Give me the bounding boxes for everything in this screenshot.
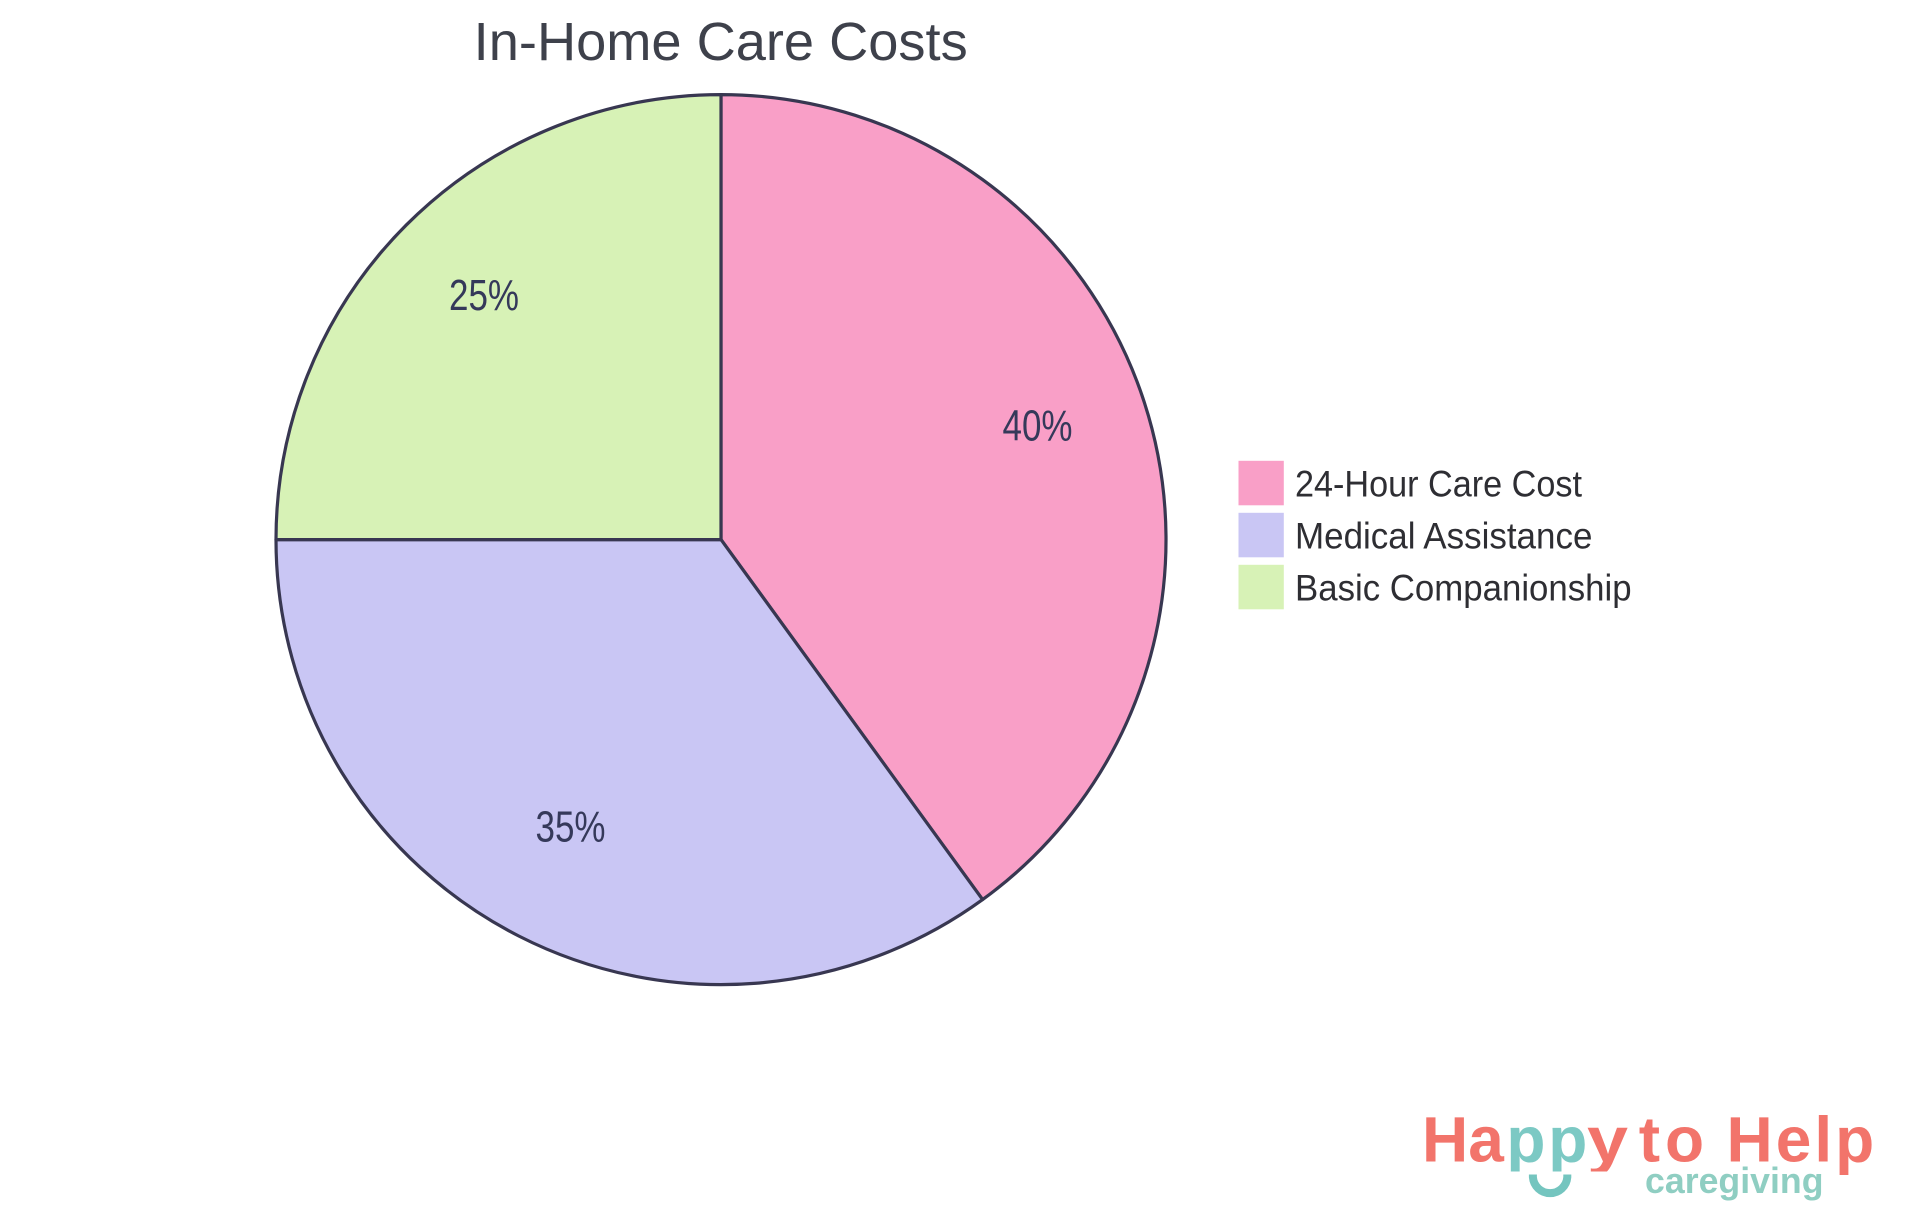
- svg-text:p: p: [1548, 1104, 1587, 1176]
- svg-text:40%: 40%: [1003, 402, 1073, 451]
- svg-text:to: to: [1639, 1104, 1709, 1176]
- svg-text:Basic Companionship: Basic Companionship: [1295, 567, 1632, 608]
- svg-text:35%: 35%: [536, 802, 606, 851]
- svg-text:Help: Help: [1727, 1104, 1878, 1176]
- svg-text:caregiving: caregiving: [1645, 1160, 1824, 1201]
- svg-text:25%: 25%: [449, 271, 519, 320]
- svg-text:Medical Assistance: Medical Assistance: [1295, 515, 1592, 556]
- svg-text:Ha: Ha: [1422, 1104, 1504, 1176]
- svg-text:y: y: [1587, 1104, 1628, 1176]
- svg-text:In-Home Care Costs: In-Home Care Costs: [474, 12, 968, 72]
- svg-text:24-Hour Care Cost: 24-Hour Care Cost: [1295, 463, 1583, 504]
- svg-text:p: p: [1506, 1104, 1545, 1176]
